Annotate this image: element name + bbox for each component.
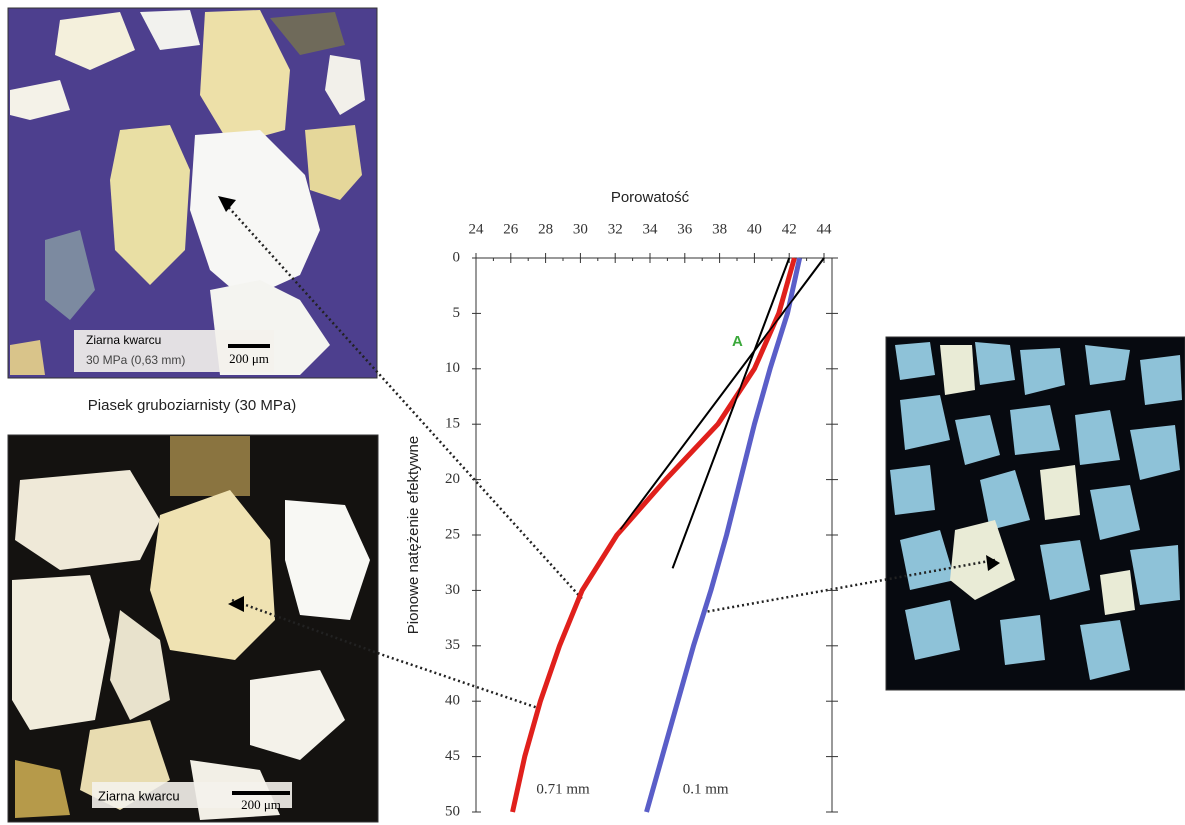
tangent-line-overlay [620,258,824,529]
micrograph-coarse [8,8,377,378]
x-tick-label: 24 [469,221,485,237]
x-tick-label: 26 [503,221,519,237]
y-tick-label: 10 [445,360,460,376]
y-tick-label: 20 [445,471,460,487]
micrograph-caption: Piasek gruboziarnisty (30 MPa) [88,397,296,414]
series-label: 0.1 mm [683,781,729,797]
y-tick-label: 35 [445,637,460,653]
y-tick-label: 45 [445,748,460,764]
x-tick-label: 38 [712,221,727,237]
micrograph-label: Ziarna kwarcu [98,788,180,803]
x-tick-label: 32 [608,221,623,237]
micrograph-label: 30 MPa (0,63 mm) [86,353,185,367]
x-tick-label: 44 [817,221,833,237]
x-tick-label: 42 [782,221,797,237]
chart-title: Porowatość [611,189,690,206]
figure: Porowatość Pionowe natężenie efektywne 24 2… [0,0,1185,825]
x-tick-label: 28 [538,221,553,237]
y-tick-label: 25 [445,526,460,542]
y-tick-label: 15 [445,416,460,432]
scale-label: 200 μm [241,797,281,812]
y-tick-label: 40 [445,693,460,709]
y-tick-label: 5 [453,305,461,321]
x-tick-label: 34 [643,221,659,237]
data-curve [647,258,800,812]
y-tick-label: 50 [445,803,460,819]
scale-label: 200 μm [229,351,269,366]
data-curve [513,258,795,812]
micrograph-crushed [8,435,378,822]
micrograph-fine [886,337,1185,690]
annotation: A [732,333,743,350]
micrograph-label: Ziarna kwarcu [86,333,161,347]
y-tick-label: 0 [453,249,461,265]
x-tick-label: 36 [677,221,693,237]
y-tick-label: 30 [445,582,460,598]
series-label: 0.71 mm [536,781,590,797]
x-tick-label: 30 [573,221,588,237]
y-axis-label: Pionowe natężenie efektywne [405,436,422,634]
x-tick-label: 40 [747,221,762,237]
